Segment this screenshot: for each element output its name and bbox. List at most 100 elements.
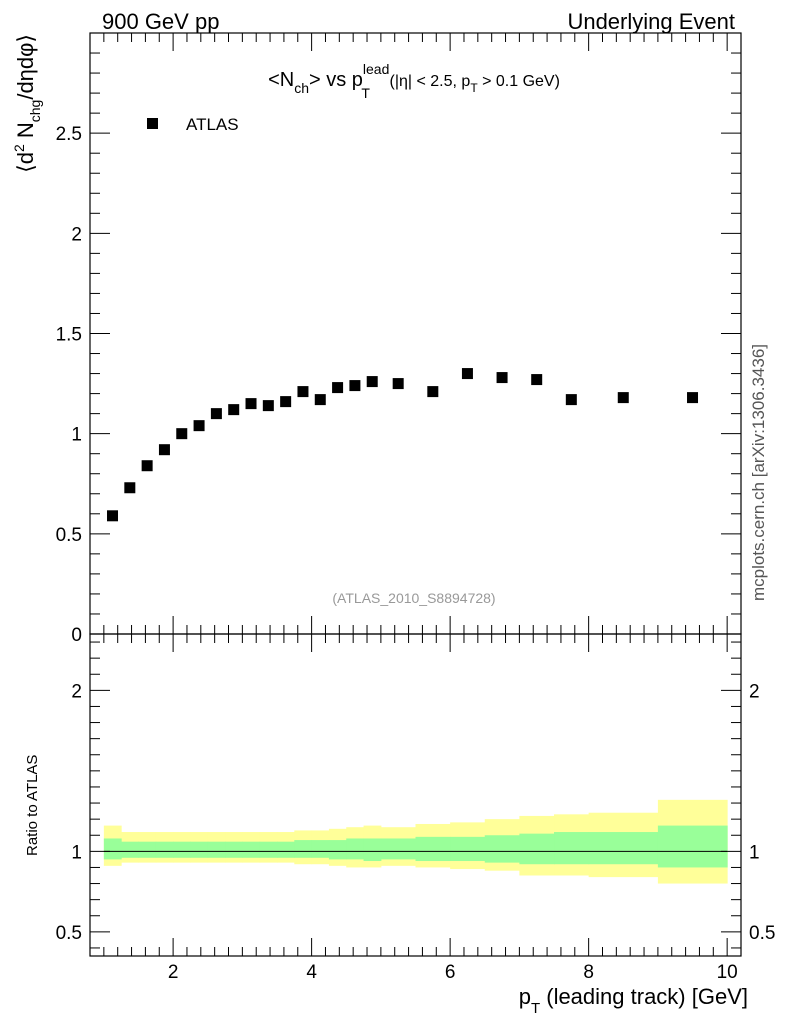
data-point	[280, 396, 292, 408]
inner-band-bin	[554, 832, 590, 865]
top-y-ticks: 0 0.5 1 1.5 2 2.5	[56, 52, 741, 646]
xlabel-sub: T	[531, 1000, 540, 1017]
inner-band-bin	[103, 838, 122, 860]
inner-band-bin	[225, 841, 243, 858]
x-tick-label: 4	[306, 962, 317, 983]
inner-band-bin	[242, 841, 261, 858]
data-point	[687, 392, 699, 404]
top-y-tick-label: 2.5	[56, 124, 82, 145]
inner-band-bin	[346, 838, 365, 860]
xlabel-rest: (leading track) [GeV]	[540, 984, 748, 1009]
ratio-panel-frame	[89, 633, 742, 957]
data-point	[124, 482, 136, 494]
x-tick-label: 10	[717, 962, 738, 983]
data-point	[427, 386, 439, 398]
data-point	[366, 376, 378, 388]
inner-band-bin	[380, 838, 416, 860]
top-panel: 0 0.5 1 1.5 2 2.5 <Nch> vs plead T (|η| < 2.5,…	[11, 32, 742, 646]
title-mid: > vs p	[309, 69, 363, 91]
ylabel-close: /dηdφ⟩	[13, 34, 38, 100]
data-point	[617, 392, 629, 404]
data-point	[176, 428, 188, 440]
title-cuts-b: > 0.1 GeV)	[478, 73, 560, 90]
data-point	[158, 444, 170, 456]
data-point	[392, 378, 404, 390]
atlas-data-points	[107, 368, 699, 522]
top-y-tick-label: 1	[71, 425, 82, 446]
title-main-sub: ch	[294, 80, 309, 96]
inner-band-bin	[121, 841, 139, 858]
inner-band-bin	[363, 838, 382, 862]
ratio-y-tick-label-right: 2	[749, 681, 760, 702]
xlabel-p: p	[519, 984, 531, 1009]
title-p-sub: T	[361, 85, 370, 101]
ylabel-mid: N	[13, 122, 38, 144]
ratio-panel: 0.5 0.5 1 1 2 2 2 4 6 8 10 Ratio to ATLAS pT (lea…	[24, 633, 775, 1017]
ratio-y-tick-label: 1	[71, 842, 82, 863]
data-point	[193, 420, 205, 432]
legend-marker-atlas	[147, 118, 158, 129]
inner-band-bin	[138, 841, 157, 858]
legend-label-atlas: ATLAS	[186, 115, 239, 134]
data-point	[228, 404, 240, 416]
chart-title: <Nch> vs plead T (|η| < 2.5, pT > 0.1 GeV…	[268, 61, 560, 101]
top-x-ticks	[103, 33, 728, 634]
data-point	[262, 400, 274, 412]
data-point	[349, 380, 361, 392]
title-main: <N	[268, 69, 294, 91]
inner-band-bin	[415, 836, 451, 862]
ratio-bands	[103, 799, 728, 884]
title-cuts-sub: T	[470, 81, 478, 95]
inner-band-bin	[311, 840, 330, 858]
inner-band-bin	[190, 841, 209, 858]
header-left-label: 900 GeV pp	[102, 9, 219, 34]
x-tick-label: 8	[583, 962, 594, 983]
inner-band-bin	[484, 835, 520, 863]
ylabel-open: ⟨d	[13, 152, 38, 173]
side-label: mcplots.cern.ch [arXiv:1306.3436]	[749, 344, 768, 601]
top-y-tick-label: 0	[71, 625, 82, 646]
data-point	[141, 460, 153, 472]
data-point	[245, 398, 257, 410]
ylabel-sub: chg	[27, 100, 43, 123]
data-point	[314, 394, 326, 406]
inner-band-bin	[155, 841, 174, 858]
inner-band-bin	[657, 825, 728, 868]
inner-band-bin	[294, 840, 313, 858]
header-right-label: Underlying Event	[567, 9, 735, 34]
data-point	[210, 408, 222, 420]
ratio-y-tick-label: 0.5	[56, 923, 82, 944]
inner-band-bin	[328, 840, 347, 860]
analysis-watermark: (ATLAS_2010_S8894728)	[332, 590, 495, 606]
inner-band-bin	[173, 841, 191, 858]
title-cuts-a: (|η| < 2.5, p	[390, 73, 471, 90]
inner-band-bin	[519, 833, 555, 865]
inner-band-bin	[259, 841, 278, 858]
ratio-y-ticks: 0.5 0.5 1 1 2 2	[56, 641, 775, 949]
ratio-y-tick-label-right: 1	[749, 842, 760, 863]
data-point	[496, 372, 508, 384]
inner-band-bin	[588, 832, 659, 865]
data-point	[297, 386, 309, 398]
top-y-tick-label: 0.5	[56, 525, 82, 546]
data-point	[332, 382, 344, 394]
x-axis-label: pT (leading track) [GeV]	[519, 984, 748, 1017]
data-point	[565, 394, 577, 406]
top-y-tick-label: 2	[71, 224, 82, 245]
data-point	[461, 368, 473, 380]
data-point	[531, 374, 543, 386]
ratio-x-ticks: 2 4 6 8 10	[103, 634, 738, 983]
title-p-sup: lead	[363, 61, 389, 77]
inner-band-bin	[207, 841, 226, 858]
ratio-y-tick-label-right: 0.5	[749, 923, 775, 944]
x-tick-label: 2	[168, 962, 179, 983]
ratio-y-tick-label: 2	[71, 681, 82, 702]
data-point	[107, 510, 119, 522]
ratio-y-axis-label: Ratio to ATLAS	[24, 755, 41, 856]
inner-band-bin	[450, 836, 486, 862]
inner-band-bin	[276, 841, 295, 858]
top-y-axis-label: ⟨d2 Nchg/dηdφ⟩	[11, 34, 43, 173]
x-tick-label: 6	[445, 962, 456, 983]
top-y-tick-label: 1.5	[56, 325, 82, 346]
